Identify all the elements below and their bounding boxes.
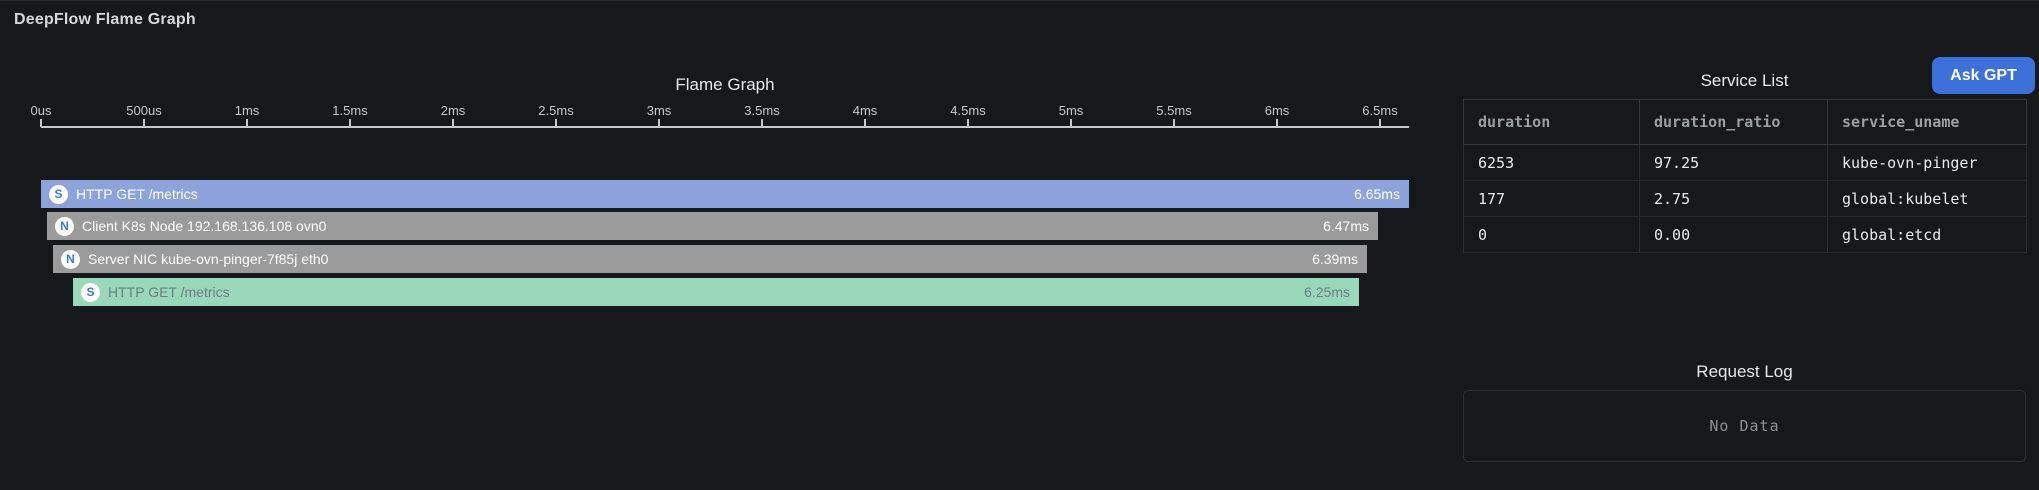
table-header-cell: service_uname bbox=[1827, 99, 2027, 145]
axis-tick-label: 0us bbox=[30, 103, 52, 118]
axis-tick-label: 5ms bbox=[1058, 103, 1084, 118]
network-span-icon: N bbox=[61, 249, 80, 269]
axis-tick-mark bbox=[761, 119, 763, 127]
axis-tick-label: 1ms bbox=[234, 103, 260, 118]
table-cell: 0.00 bbox=[1639, 216, 1828, 253]
flame-bar[interactable]: S HTTP GET /metrics 6.65ms bbox=[41, 180, 1409, 208]
axis-tick-mark bbox=[864, 119, 866, 127]
flame-bar-duration: 6.39ms bbox=[1312, 251, 1358, 267]
flame-bar-label: Client K8s Node 192.168.136.108 ovn0 bbox=[82, 218, 327, 234]
flame-bar-duration: 6.47ms bbox=[1323, 218, 1369, 234]
table-cell: global:kubelet bbox=[1827, 180, 2027, 217]
flame-graph-title: Flame Graph bbox=[675, 75, 775, 94]
table-row[interactable]: 0 0.00 global:etcd bbox=[1463, 216, 2027, 253]
request-log-empty-box: No Data bbox=[1463, 390, 2026, 462]
axis-tick-mark bbox=[246, 119, 248, 127]
axis-tick-label: 4ms bbox=[852, 103, 878, 118]
flame-bar-label: HTTP GET /metrics bbox=[108, 284, 230, 300]
flame-bar-label: HTTP GET /metrics bbox=[76, 186, 198, 202]
axis-tick-label: 5.5ms bbox=[1156, 103, 1192, 118]
service-list-title: Service List bbox=[1700, 71, 1789, 90]
axis-tick-label: 6ms bbox=[1264, 103, 1290, 118]
table-row[interactable]: 177 2.75 global:kubelet bbox=[1463, 180, 2027, 217]
axis-tick-label: 4.5ms bbox=[950, 103, 986, 118]
axis-tick-mark bbox=[1173, 119, 1175, 127]
system-span-icon: S bbox=[81, 282, 100, 302]
table-header-cell: duration_ratio bbox=[1639, 99, 1828, 145]
flame-graph-panel: Flame Graph 0us 500us 1ms 1.5ms 2ms 2.5ms 3ms 3… bbox=[31, 1, 1409, 321]
axis-tick-label: 2.5ms bbox=[538, 103, 574, 118]
network-span-icon: N bbox=[55, 216, 74, 236]
axis-tick-mark bbox=[1379, 119, 1381, 127]
system-span-icon: S bbox=[49, 184, 68, 204]
flame-bar-duration: 6.25ms bbox=[1304, 284, 1350, 300]
axis-tick-label: 500us bbox=[126, 103, 162, 118]
table-cell: 6253 bbox=[1463, 144, 1640, 181]
axis-tick-mark bbox=[452, 119, 454, 127]
axis-tick-label: 3.5ms bbox=[744, 103, 780, 118]
axis-tick-label: 6.5ms bbox=[1362, 103, 1398, 118]
axis-tick-label: 2ms bbox=[440, 103, 466, 118]
panel-title: DeepFlow Flame Graph bbox=[14, 11, 196, 28]
request-log-title: Request Log bbox=[1696, 362, 1793, 381]
axis-tick-mark bbox=[143, 119, 145, 127]
table-cell: kube-ovn-pinger bbox=[1827, 144, 2027, 181]
flame-bar[interactable]: S HTTP GET /metrics 6.25ms bbox=[73, 278, 1359, 306]
axis-tick-label: 3ms bbox=[646, 103, 672, 118]
table-header-row: duration duration_ratio service_uname bbox=[1463, 99, 2027, 145]
flame-bar-label: Server NIC kube-ovn-pinger-7f85j eth0 bbox=[88, 251, 329, 267]
axis-tick-mark bbox=[1276, 119, 1278, 127]
axis-tick-mark bbox=[555, 119, 557, 127]
table-cell: 177 bbox=[1463, 180, 1640, 217]
table-header-cell: duration bbox=[1463, 99, 1640, 145]
table-cell: global:etcd bbox=[1827, 216, 2027, 253]
axis-tick-label: 1.5ms bbox=[332, 103, 368, 118]
axis-tick-mark bbox=[658, 119, 660, 127]
no-data-text: No Data bbox=[1709, 417, 1780, 435]
table-cell: 97.25 bbox=[1639, 144, 1828, 181]
flame-bar-duration: 6.65ms bbox=[1354, 186, 1400, 202]
ask-gpt-button[interactable]: Ask GPT bbox=[1932, 57, 2035, 94]
axis-tick-mark bbox=[1070, 119, 1072, 127]
axis-tick-mark bbox=[349, 119, 351, 127]
flame-bar[interactable]: N Client K8s Node 192.168.136.108 ovn0 6.4… bbox=[47, 212, 1378, 240]
service-list-table: duration duration_ratio service_uname 6253… bbox=[1463, 99, 2027, 253]
axis-line bbox=[41, 126, 1409, 128]
table-row[interactable]: 6253 97.25 kube-ovn-pinger bbox=[1463, 144, 2027, 181]
table-cell: 2.75 bbox=[1639, 180, 1828, 217]
flame-bar[interactable]: N Server NIC kube-ovn-pinger-7f85j eth0 6.… bbox=[53, 245, 1367, 273]
table-cell: 0 bbox=[1463, 216, 1640, 253]
axis-tick-mark bbox=[40, 119, 42, 127]
axis-tick-mark bbox=[967, 119, 969, 127]
